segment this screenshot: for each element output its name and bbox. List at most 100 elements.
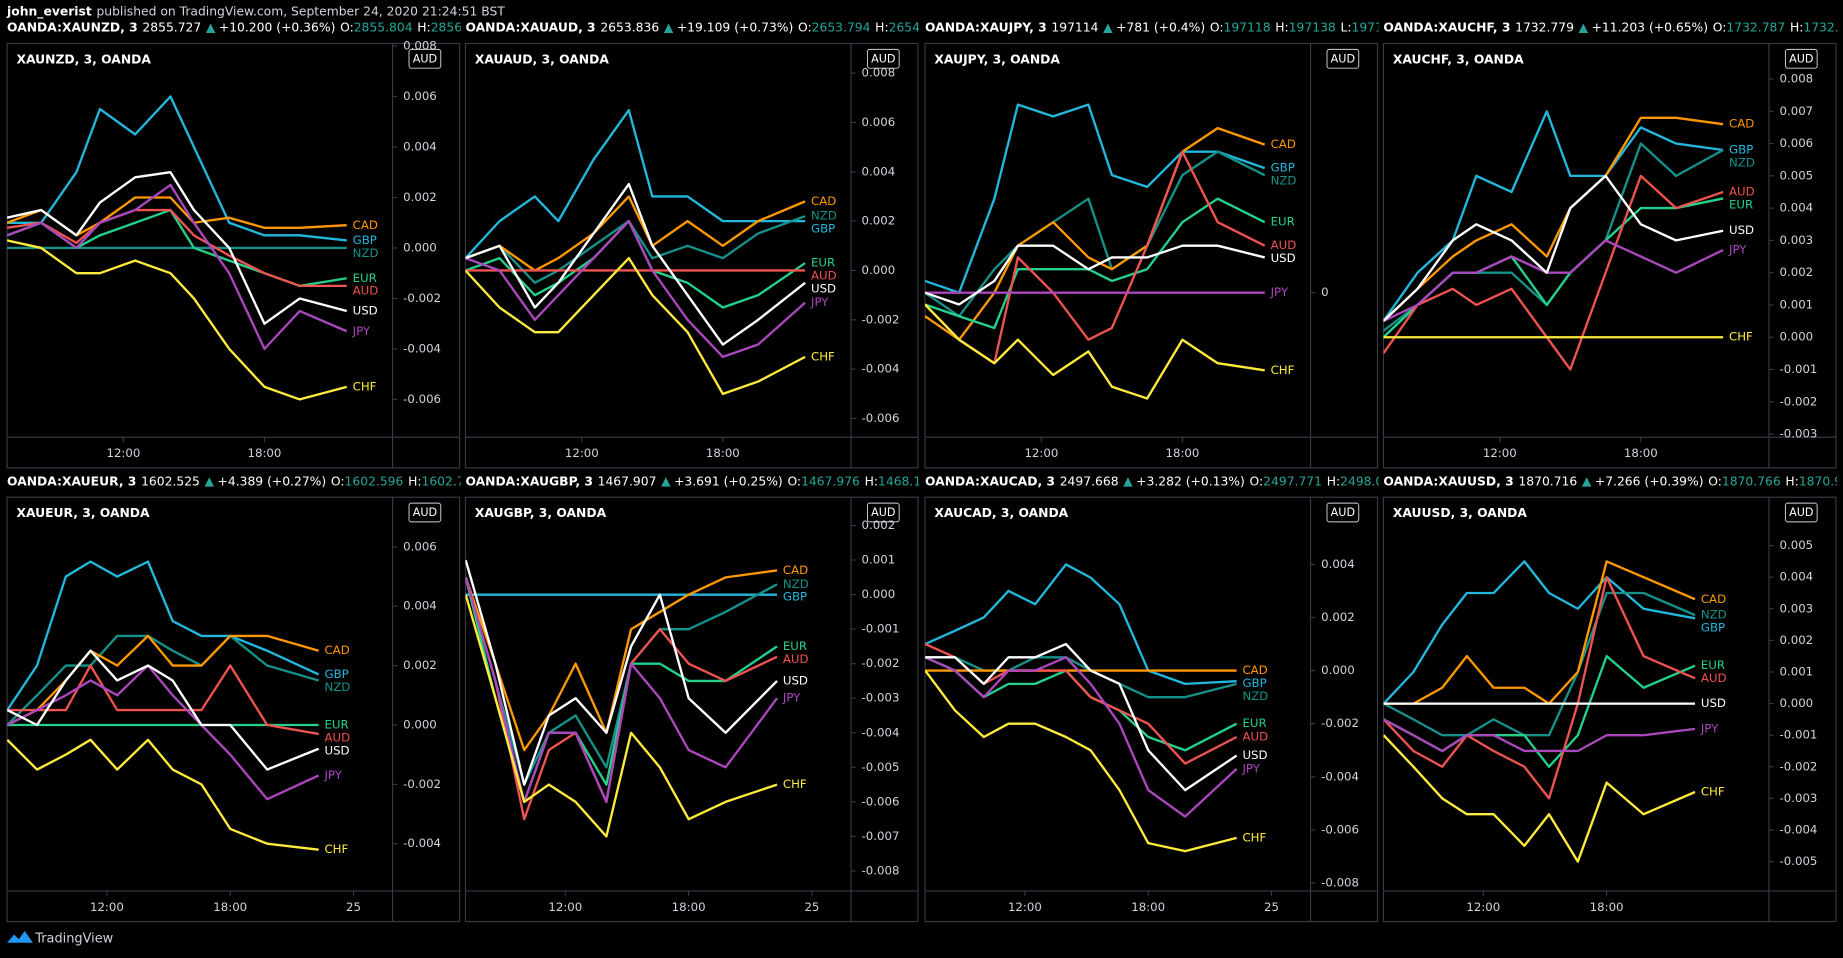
tradingview-logo[interactable]: TradingView bbox=[7, 930, 114, 947]
header-field: H: bbox=[1275, 21, 1288, 35]
header-field: +3.282 (+0.13%) bbox=[1136, 474, 1245, 488]
currency-line bbox=[925, 244, 1265, 306]
y-tick-label: -0.008 bbox=[1321, 876, 1359, 890]
chart-title: XAUJPY, 3, OANDA bbox=[934, 52, 1060, 66]
series-end-label: CAD bbox=[811, 194, 836, 208]
y-tick-label: 0.005 bbox=[1780, 538, 1814, 552]
panel-border bbox=[464, 42, 919, 469]
chart-panel: XAUCHF, 3, OANDA AUD 0.008 0.007 0.006 0.005 0… bbox=[1382, 42, 1837, 469]
series-end-label: EUR bbox=[324, 717, 348, 731]
y-tick-label: -0.002 bbox=[1780, 394, 1818, 408]
currency-badge: AUD bbox=[1789, 52, 1813, 65]
series-end-label: USD bbox=[1729, 223, 1754, 237]
series-end-label: EUR bbox=[353, 271, 377, 285]
header-field: OANDA:XAUJPY, 3 bbox=[925, 21, 1047, 35]
y-tick-label: -0.001 bbox=[862, 622, 900, 636]
series-end-label: USD bbox=[1242, 748, 1267, 762]
series-end-label: CHF bbox=[1729, 330, 1753, 344]
currency-line bbox=[7, 239, 348, 401]
y-tick-label: -0.003 bbox=[862, 691, 900, 705]
series-end-label: CHF bbox=[783, 777, 807, 791]
currency-badge-box bbox=[1784, 48, 1818, 69]
panel-header: OANDA:XAUNZD, 3 2855.727 +10.200 (+0.36%) O… bbox=[7, 21, 461, 35]
panel-header: OANDA:XAUCAD, 3 2497.668 +3.282 (+0.13%) O:… bbox=[925, 474, 1399, 488]
header-field: 1732.779 bbox=[1515, 21, 1574, 35]
series-end-label: CAD bbox=[1242, 663, 1267, 677]
panel-header: OANDA:XAUCHF, 3 1732.779 +11.203 (+0.65%) O… bbox=[1383, 21, 1843, 35]
header-field: O: bbox=[1250, 474, 1264, 488]
series-end-label: NZD bbox=[783, 577, 809, 591]
chart-title: XAUEUR, 3, OANDA bbox=[16, 506, 150, 520]
chart-panel: XAUUSD, 3, OANDA AUD 0.005 0.004 0.003 0.002 0… bbox=[1382, 496, 1837, 923]
header-field: OANDA:XAUNZD, 3 bbox=[7, 21, 138, 35]
currency-line bbox=[465, 182, 806, 346]
header-field: OANDA:XAUUSD, 3 bbox=[1383, 474, 1513, 488]
currency-line bbox=[465, 577, 778, 804]
header-field: 1732.974 bbox=[1803, 21, 1843, 35]
header-field: H: bbox=[875, 21, 888, 35]
y-tick-label: 0.000 bbox=[1780, 696, 1814, 710]
header-field: 2498.040 bbox=[1340, 474, 1399, 488]
up-arrow bbox=[1581, 477, 1592, 487]
y-tick-label: 0.004 bbox=[1780, 201, 1814, 215]
series-end-label: JPY bbox=[1270, 285, 1289, 299]
y-tick-label: -0.002 bbox=[403, 777, 441, 791]
panel-border bbox=[924, 42, 1379, 469]
y-tick-label: -0.003 bbox=[1780, 427, 1818, 441]
y-tick-label: 0.008 bbox=[862, 66, 896, 80]
chart-title: XAUNZD, 3, OANDA bbox=[16, 52, 151, 66]
header-field: O: bbox=[1210, 21, 1224, 35]
x-tick-label: 25 bbox=[346, 900, 361, 914]
series-end-label: USD bbox=[811, 281, 836, 295]
series-end-label: CAD bbox=[324, 643, 349, 657]
y-tick-label: 0.002 bbox=[1321, 610, 1355, 624]
y-tick-label: 0.002 bbox=[862, 518, 896, 532]
series-end-label: NZD bbox=[324, 680, 350, 694]
currency-line bbox=[925, 126, 1266, 341]
series-end-label: EUR bbox=[1729, 197, 1753, 211]
y-tick-label: 0.004 bbox=[862, 164, 896, 178]
header-field: O: bbox=[1713, 21, 1727, 35]
y-tick-label: 0.004 bbox=[403, 140, 437, 154]
y-tick-label: 0.006 bbox=[403, 539, 437, 553]
y-tick-label: 0.000 bbox=[403, 240, 437, 254]
y-tick-label: 0.005 bbox=[1780, 168, 1814, 182]
currency-badge-box bbox=[1326, 48, 1360, 69]
up-arrow bbox=[1103, 23, 1113, 33]
y-tick-label: -0.002 bbox=[862, 656, 900, 670]
x-tick-label: 18:00 bbox=[672, 900, 706, 914]
chart-panel: XAUCAD, 3, OANDA AUD 0.004 0.002 0.000 -0.002… bbox=[924, 496, 1379, 923]
y-tick-label: -0.003 bbox=[1780, 791, 1818, 805]
y-tick-label: 0.000 bbox=[862, 263, 896, 277]
series-end-label: NZD bbox=[1701, 608, 1727, 622]
header-field: 1870.716 bbox=[1518, 474, 1577, 488]
series-end-label: CAD bbox=[1729, 117, 1754, 131]
currency-badge-box bbox=[408, 502, 442, 523]
header-field: 2653.794 bbox=[812, 21, 871, 35]
y-tick-label: -0.004 bbox=[1321, 769, 1359, 783]
series-end-label: AUD bbox=[811, 269, 837, 283]
y-tick-label: -0.001 bbox=[1780, 728, 1818, 742]
chart-title: XAUCHF, 3, OANDA bbox=[1393, 52, 1524, 66]
header-field: 2855.727 bbox=[142, 21, 201, 35]
series-end-label: EUR bbox=[1701, 658, 1725, 672]
currency-line bbox=[925, 103, 1266, 294]
y-tick-label: 0.003 bbox=[1780, 601, 1814, 615]
series-end-label: AUD bbox=[324, 730, 350, 744]
header-field: 197114 bbox=[1051, 21, 1098, 35]
up-arrow bbox=[1578, 23, 1589, 33]
header-field: 1467.907 bbox=[598, 474, 657, 488]
header-field: +4.389 (+0.27%) bbox=[218, 474, 327, 488]
currency-line bbox=[7, 183, 348, 351]
header-field: H: bbox=[1785, 474, 1798, 488]
series-end-label: GBP bbox=[783, 590, 807, 604]
y-tick-label: 0.002 bbox=[1780, 633, 1814, 647]
panel-header: OANDA:XAUUSD, 3 1870.716 +7.266 (+0.39%) O:… bbox=[1383, 474, 1837, 488]
currency-line bbox=[1383, 718, 1696, 753]
panel-header: OANDA:XAUJPY, 3 197114 +781 (+0.4%) O: 19711… bbox=[925, 21, 1379, 35]
currency-badge-box bbox=[866, 502, 900, 523]
series-end-label: GBP bbox=[1242, 676, 1266, 690]
x-tick-label: 18:00 bbox=[1165, 446, 1199, 460]
x-tick-label: 12:00 bbox=[106, 446, 140, 460]
